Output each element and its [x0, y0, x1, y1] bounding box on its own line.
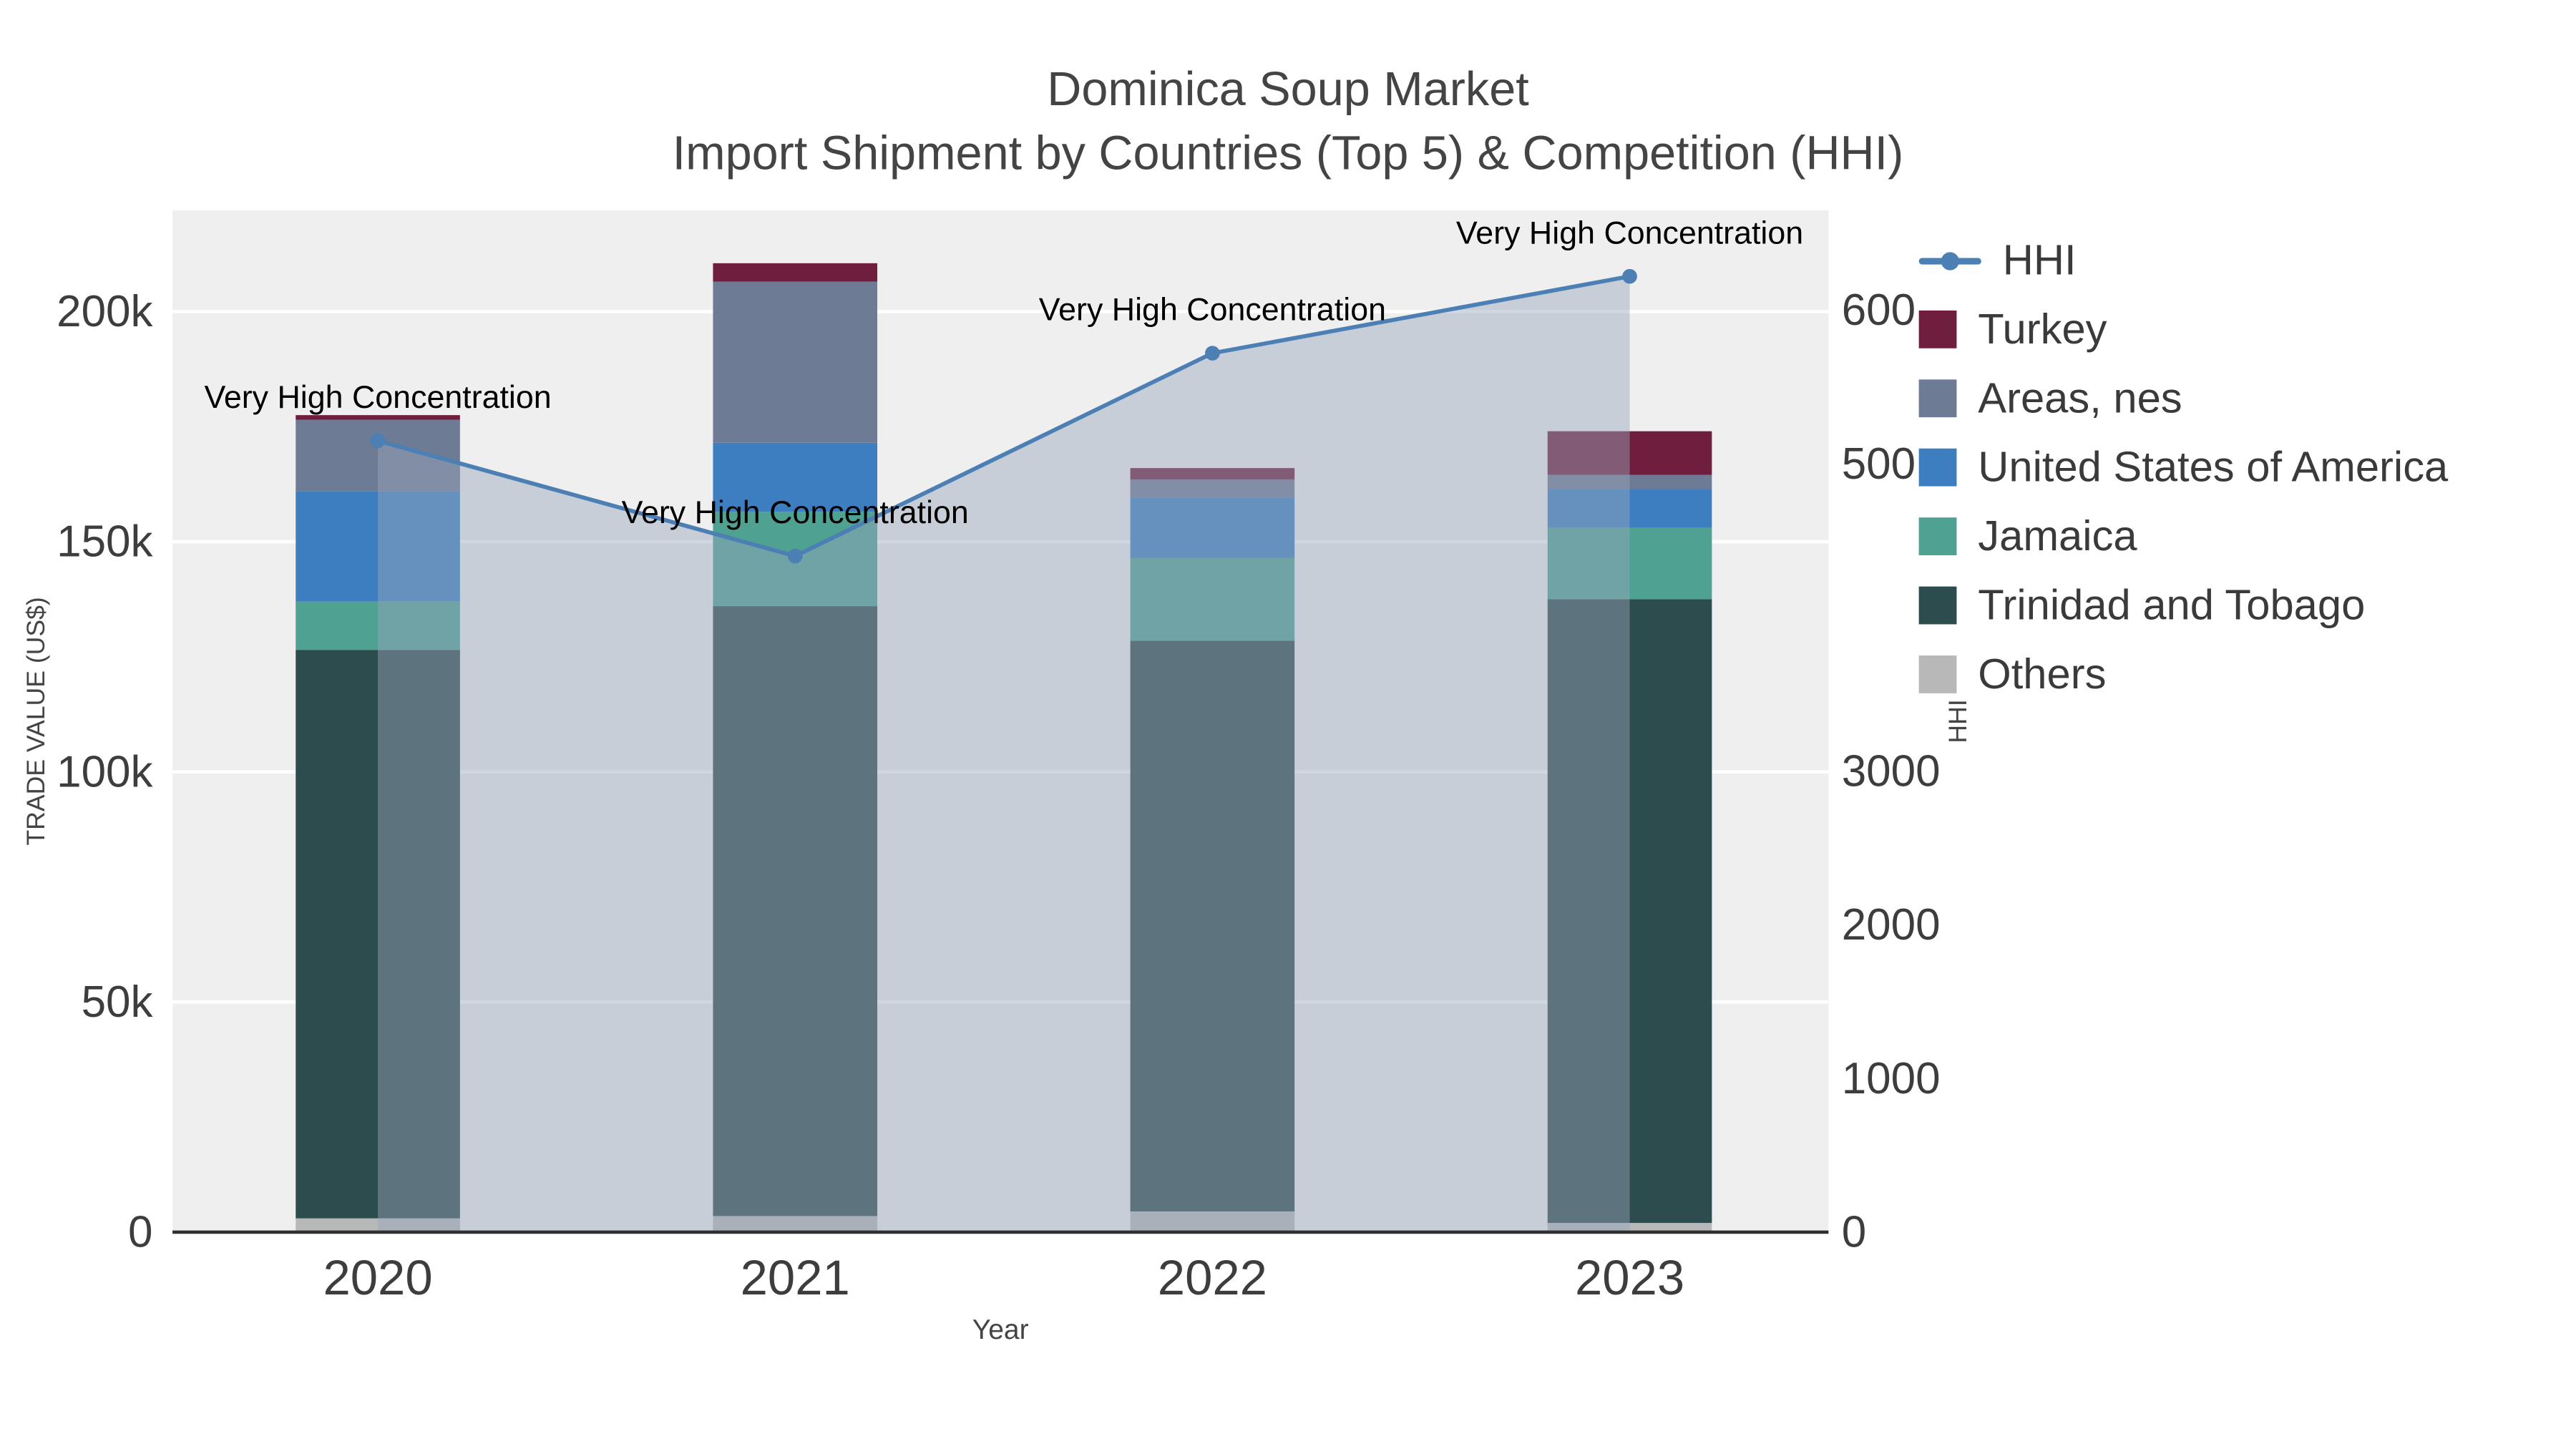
bar-segment-areas-nes-2022[interactable] — [1130, 479, 1295, 498]
left-axis-tick: 0 — [128, 1208, 152, 1257]
annotation-2021: Very High Concentration — [622, 494, 969, 530]
legend-item-trinidad-and-tobago[interactable]: Trinidad and Tobago — [1918, 578, 2449, 633]
annotation-2020: Very High Concentration — [204, 379, 551, 415]
left-axis-tick: 150k — [57, 517, 153, 567]
x-axis-tick-2021: 2021 — [741, 1250, 850, 1305]
bar-segment-trinidad-and-tobago-2021[interactable] — [713, 606, 878, 1216]
legend-label: Jamaica — [1978, 511, 2137, 560]
bar-segment-united-states-of-america-2023[interactable] — [1547, 489, 1712, 528]
bar-segment-jamaica-2023[interactable] — [1547, 527, 1712, 600]
bar-segment-jamaica-2022[interactable] — [1130, 557, 1295, 641]
legend-swatch — [1918, 310, 1957, 348]
bar-segment-united-states-of-america-2022[interactable] — [1130, 497, 1295, 558]
bar-segment-others-2020[interactable] — [296, 1218, 460, 1232]
legend-item-jamaica[interactable]: Jamaica — [1918, 509, 2449, 564]
chart-title: Dominica Soup Market Import Shipment by … — [0, 59, 2576, 187]
annotation-2023: Very High Concentration — [1456, 215, 1803, 250]
right-axis-tick: 0 — [1842, 1208, 1866, 1257]
legend-label: United States of America — [1978, 441, 2449, 492]
x-axis-tick-2022: 2022 — [1158, 1250, 1267, 1305]
bar-segment-trinidad-and-tobago-2020[interactable] — [296, 650, 460, 1219]
hhi-point-2023[interactable] — [1622, 268, 1637, 284]
legend-label: Others — [1978, 648, 2107, 698]
hhi-area-fill — [378, 276, 1630, 1232]
legend-item-turkey[interactable]: Turkey — [1918, 302, 2449, 356]
bar-segment-areas-nes-2023[interactable] — [1547, 474, 1712, 489]
chart-title-line2: Import Shipment by Countries (Top 5) & C… — [672, 128, 1904, 181]
bar-segment-turkey-2020[interactable] — [296, 415, 460, 420]
bar-segment-united-states-of-america-2020[interactable] — [296, 491, 460, 602]
left-axis-tick: 50k — [82, 977, 154, 1027]
right-axis-tick: 600 — [1842, 286, 1916, 335]
legend-swatch — [1918, 586, 1957, 625]
right-axis-tick: 3000 — [1842, 746, 1941, 796]
bar-segment-jamaica-2020[interactable] — [296, 601, 460, 650]
bar-segment-others-2023[interactable] — [1547, 1223, 1712, 1232]
legend-item-areas-nes[interactable]: Areas, nes — [1918, 371, 2449, 426]
left-axis-tick: 200k — [57, 287, 153, 336]
hhi-point-2020[interactable] — [370, 433, 386, 449]
bar-segment-turkey-2021[interactable] — [713, 263, 878, 282]
x-axis-tick-2020: 2020 — [323, 1250, 432, 1305]
legend-marker-dot — [1941, 251, 1959, 270]
legend-swatch — [1918, 517, 1957, 556]
left-axis-title: TRADE VALUE (US$) — [21, 597, 50, 845]
bar-segment-others-2022[interactable] — [1130, 1211, 1295, 1232]
legend-swatch — [1918, 655, 1957, 693]
legend-line-marker — [1918, 251, 1981, 270]
bar-segment-areas-nes-2021[interactable] — [713, 281, 878, 443]
bar-segment-united-states-of-america-2021[interactable] — [713, 442, 878, 512]
legend-swatch — [1918, 448, 1957, 487]
bar-segment-turkey-2023[interactable] — [1547, 431, 1712, 475]
right-axis-title: HHI — [1943, 699, 1972, 743]
annotation-2022: Very High Concentration — [1039, 292, 1386, 328]
right-axis-tick: 2000 — [1842, 900, 1941, 950]
bar-segment-trinidad-and-tobago-2023[interactable] — [1547, 599, 1712, 1224]
legend-label: Turkey — [1978, 303, 2107, 353]
legend-item-others[interactable]: Others — [1918, 648, 2449, 702]
left-axis-tick: 100k — [57, 747, 153, 796]
x-axis-tick-2023: 2023 — [1575, 1250, 1684, 1305]
bar-segment-others-2021[interactable] — [713, 1216, 878, 1232]
legend-label: Areas, nes — [1978, 373, 2182, 423]
legend-label: HHI — [2002, 235, 2077, 285]
x-axis-title: Year — [972, 1314, 1029, 1345]
legend-label: Trinidad and Tobago — [1978, 580, 2366, 630]
legend-swatch — [1918, 379, 1957, 418]
bar-segment-trinidad-and-tobago-2022[interactable] — [1130, 640, 1295, 1211]
bar-segment-turkey-2022[interactable] — [1130, 468, 1295, 480]
hhi-line — [377, 274, 1631, 559]
right-axis-tick: 1000 — [1842, 1054, 1941, 1103]
hhi-point-2021[interactable] — [787, 548, 803, 564]
hhi-point-2022[interactable] — [1205, 346, 1220, 361]
legend-item-hhi[interactable]: HHI — [1918, 233, 2449, 288]
legend-item-united-states-of-america[interactable]: United States of America — [1918, 440, 2449, 494]
right-axis-tick: 500 — [1842, 439, 1916, 489]
legend: HHI Turkey Areas, nes United States of Amer… — [1918, 233, 2449, 702]
chart-title-line1: Dominica Soup Market — [1047, 64, 1529, 117]
